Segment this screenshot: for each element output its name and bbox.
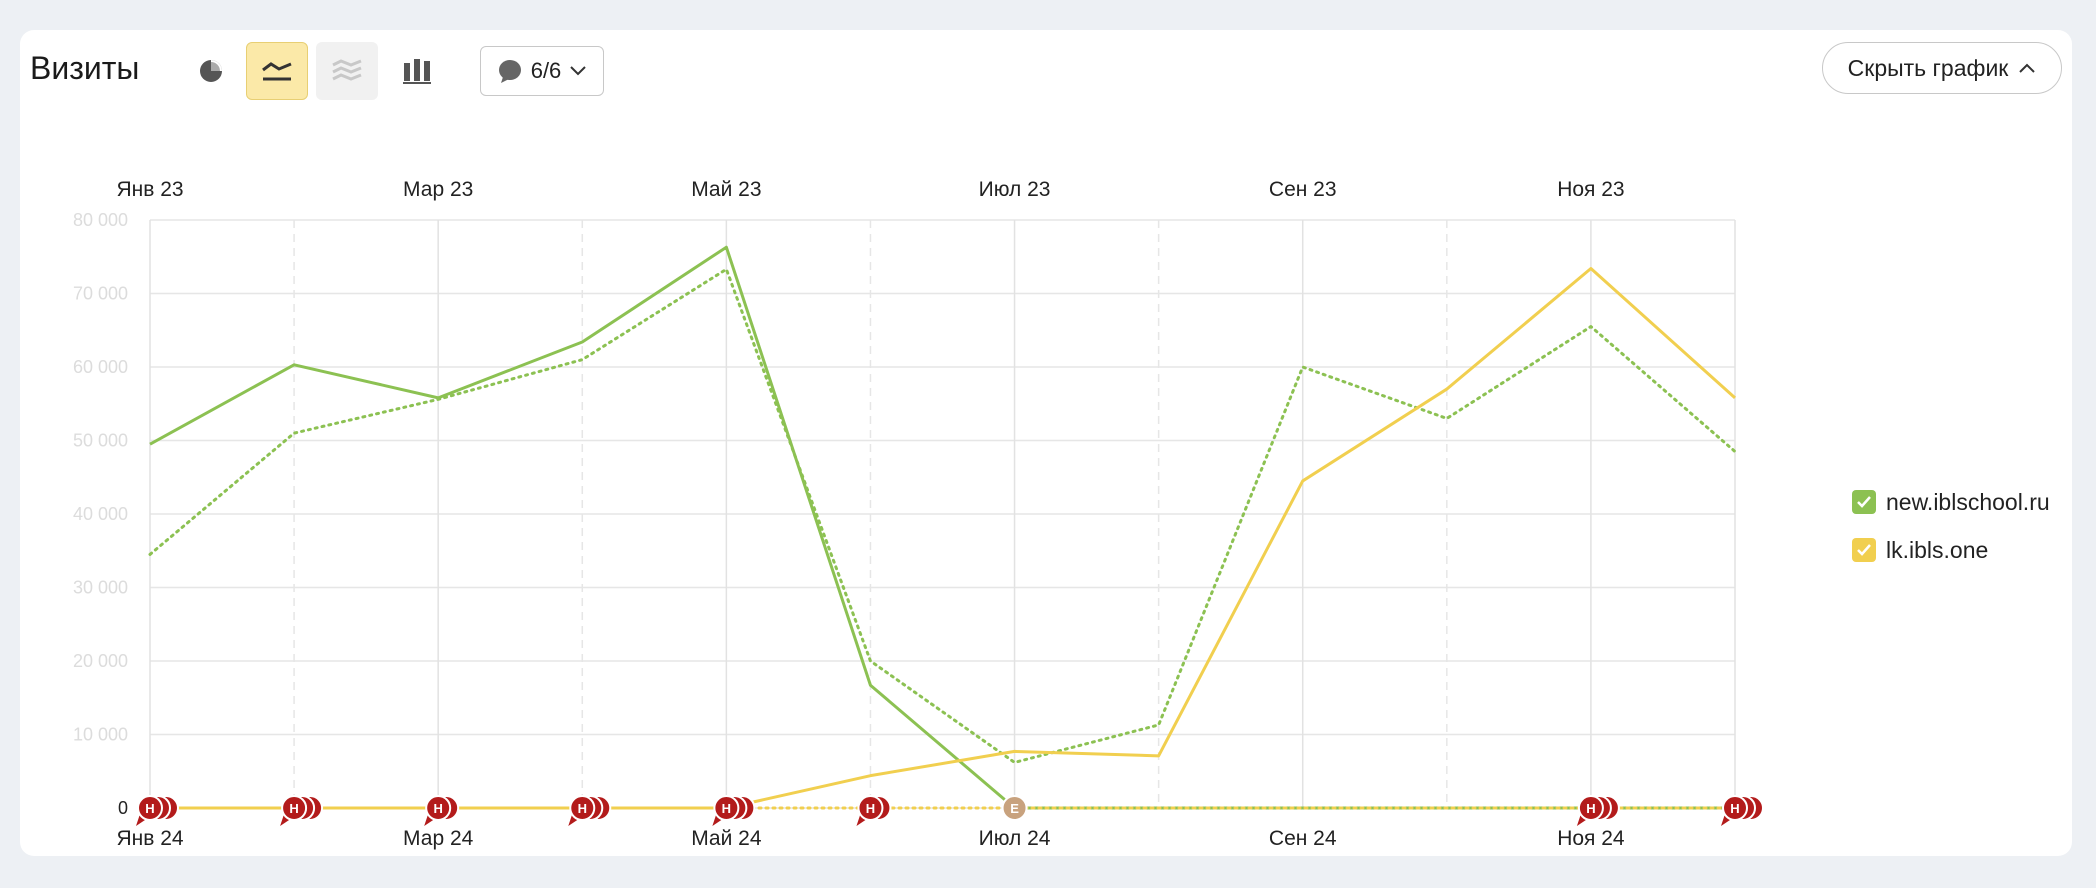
bar-chart-icon [403, 59, 431, 84]
annotations-dropdown[interactable]: 6/6 [480, 46, 604, 96]
pie-chart-button[interactable] [180, 42, 242, 100]
x-tick-label-bottom: Ноя 24 [1557, 827, 1625, 850]
y-tick-label: 60 000 [73, 357, 128, 377]
checkbox-checked-icon[interactable] [1852, 490, 1876, 514]
annotation-letter: Н [578, 801, 587, 816]
x-tick-label-bottom: Мар 24 [403, 827, 474, 850]
chevron-up-icon [2019, 63, 2036, 73]
x-tick-label-bottom: Май 24 [691, 827, 762, 850]
x-tick-label-top: Янв 23 [116, 178, 183, 201]
visits-line-chart: 0 10 000 20 000 30 000 40 000 50 000 60 000 70 … [73, 178, 1764, 850]
y-tick-label: 30 000 [73, 578, 128, 598]
chevron-down-icon [570, 66, 587, 76]
annotation-letter: Н [289, 801, 298, 816]
annotation-marker [713, 795, 740, 821]
x-tick-label-bottom: Сен 24 [1269, 827, 1337, 850]
y-tick-label: 0 [118, 798, 128, 818]
comment-icon [498, 60, 521, 83]
y-tick-label: 20 000 [73, 651, 128, 671]
legend-item-new-iblschool[interactable]: new.iblschool.ru [1852, 478, 2050, 526]
chart-legend: new.iblschool.ru lk.ibls.one [1852, 478, 2050, 574]
y-tick-label: 70 000 [73, 284, 128, 304]
x-tick-label-bottom: Янв 24 [116, 827, 183, 850]
area-chart-button[interactable] [316, 42, 378, 100]
x-tick-label-bottom: Июл 24 [979, 827, 1051, 850]
line-chart-icon [262, 62, 292, 81]
annotation-letter: Н [145, 801, 154, 816]
series-line [150, 267, 1737, 810]
annotation-letter: Н [1730, 801, 1739, 816]
legend-label: lk.ibls.one [1886, 536, 1989, 563]
annotation-letter: Н [433, 801, 442, 816]
x-tick-label-top: Мар 23 [403, 178, 473, 201]
annotation-marker [569, 795, 596, 821]
x-tick-label-top: Май 23 [691, 178, 761, 201]
pie-chart-icon [200, 60, 222, 82]
area-chart-icon [332, 59, 362, 81]
x-tick-label-top: Июл 23 [979, 178, 1051, 201]
annotation-letter: Н [1586, 801, 1595, 816]
annotation-letter: Е [1010, 801, 1019, 816]
bar-chart-button[interactable] [386, 42, 448, 100]
annotation-marker [857, 795, 884, 821]
annotation-marker [425, 795, 452, 821]
annotation-marker [137, 795, 163, 821]
annotation-letter: Н [722, 801, 731, 816]
annotation-marker [281, 795, 308, 821]
visits-card: Визиты 6/6 [20, 30, 2072, 856]
page-title: Визиты [30, 50, 140, 86]
hide-chart-label: Скрыть график [1847, 54, 2009, 81]
y-tick-label: 80 000 [73, 210, 128, 230]
x-tick-label-top: Сен 23 [1269, 178, 1337, 201]
line-chart-button[interactable] [246, 42, 308, 100]
y-tick-label: 10 000 [73, 725, 128, 745]
checkbox-checked-icon[interactable] [1852, 538, 1876, 562]
legend-label: new.iblschool.ru [1886, 488, 2050, 515]
x-tick-label-top: Ноя 23 [1557, 178, 1624, 201]
series-line [149, 245, 1735, 810]
annotations-count: 6/6 [530, 58, 562, 83]
hide-chart-button[interactable]: Скрыть график [1822, 42, 2062, 94]
y-tick-label: 40 000 [73, 504, 128, 524]
series-line [148, 267, 1737, 764]
legend-item-lk-ibls[interactable]: lk.ibls.one [1852, 526, 2050, 574]
annotation-marker [1722, 795, 1748, 821]
annotation-marker [1577, 795, 1604, 821]
annotation-marker [1001, 795, 1028, 821]
y-tick-label: 50 000 [73, 431, 128, 451]
annotation-letter: Н [866, 801, 875, 816]
